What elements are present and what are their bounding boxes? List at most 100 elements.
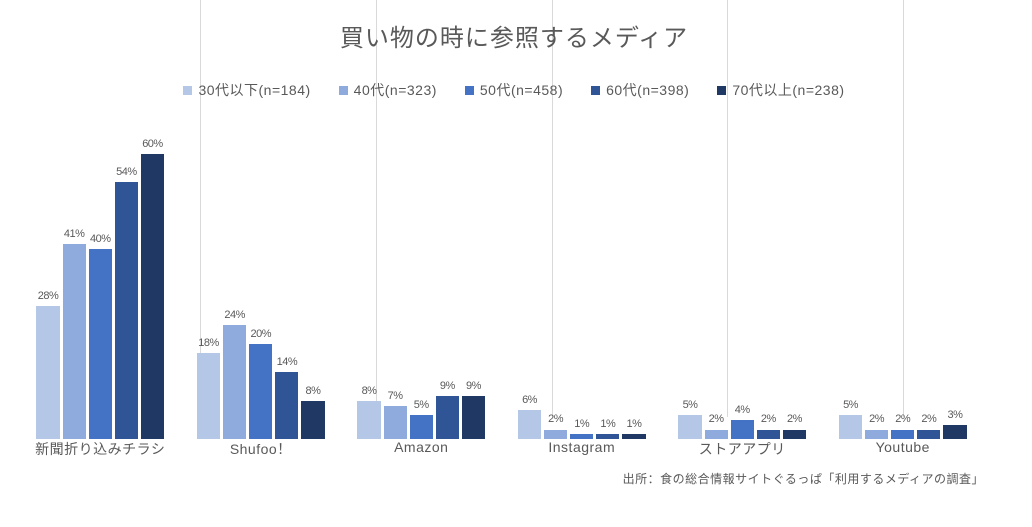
bar: 60% (141, 130, 164, 439)
bar-rect (731, 420, 754, 439)
bar-rect (223, 325, 246, 439)
legend-item: 60代(n=398) (591, 80, 689, 100)
bar-value-label: 9% (440, 380, 455, 392)
bar-value-label: 4% (735, 404, 750, 416)
x-axis-label: ストアアプリ (662, 439, 823, 459)
bar-value-label: 60% (142, 138, 163, 150)
bar-value-label: 18% (198, 337, 219, 349)
bar: 14% (275, 130, 298, 439)
bar: 1% (622, 130, 645, 439)
bar-value-label: 6% (522, 394, 537, 406)
bar: 40% (89, 130, 112, 439)
bar-rect (865, 430, 888, 440)
bar-value-label: 41% (64, 228, 85, 240)
bar: 6% (518, 130, 541, 439)
chart-container: 買い物の時に参照するメディア 30代以下(n=184) 40代(n=323) 5… (20, 0, 1008, 497)
bar-value-label: 28% (38, 290, 59, 302)
bar-rect (462, 396, 485, 439)
bar-rect (839, 415, 862, 439)
bar-value-label: 2% (921, 413, 936, 425)
bar-value-label: 5% (843, 399, 858, 411)
bar-rect (63, 244, 86, 439)
bar-value-label: 1% (574, 418, 589, 430)
bar: 5% (410, 130, 433, 439)
bar-value-label: 5% (414, 399, 429, 411)
bar-value-label: 14% (277, 356, 298, 368)
legend-item: 30代以下(n=184) (183, 80, 310, 100)
legend-swatch-icon (465, 86, 474, 95)
bar-group: 28% 41% 40% 54% 60% (20, 130, 181, 439)
bar: 8% (301, 130, 324, 439)
bar: 2% (891, 130, 914, 439)
x-axis-label: Shufoo！ (181, 439, 342, 459)
bar-rect (917, 430, 940, 440)
bar-rect (518, 410, 541, 439)
x-axis-label: Youtube (823, 439, 984, 459)
bar-value-label: 7% (388, 390, 403, 402)
bar-value-label: 2% (761, 413, 776, 425)
legend-item: 50代(n=458) (465, 80, 563, 100)
legend-swatch-icon (591, 86, 600, 95)
bar-rect (357, 401, 380, 439)
legend-label: 60代(n=398) (606, 80, 689, 100)
bar-rect (891, 430, 914, 440)
x-axis-label: Instagram (502, 439, 663, 459)
bar-rect (89, 249, 112, 439)
bar: 24% (223, 130, 246, 439)
bar: 1% (570, 130, 593, 439)
source-note: 出所：食の総合情報サイトぐるっぱ「利用するメディアの調査」 (623, 470, 984, 487)
bar-value-label: 2% (869, 413, 884, 425)
bar-value-label: 2% (895, 413, 910, 425)
bar-value-label: 5% (683, 399, 698, 411)
bar-rect (36, 306, 59, 439)
bar-rect (544, 430, 567, 440)
legend-item: 40代(n=323) (339, 80, 437, 100)
bar-group: 8% 7% 5% 9% 9% (341, 130, 502, 439)
bar-rect (678, 415, 701, 439)
bar-value-label: 2% (709, 413, 724, 425)
bar: 2% (865, 130, 888, 439)
bar-rect (757, 430, 780, 440)
bar: 4% (731, 130, 754, 439)
bar-rect (384, 406, 407, 439)
bar-rect (783, 430, 806, 440)
bar-value-label: 8% (362, 385, 377, 397)
bar: 9% (436, 130, 459, 439)
chart-title: 買い物の時に参照するメディア (20, 18, 1008, 53)
bar: 1% (596, 130, 619, 439)
legend-label: 30代以下(n=184) (198, 80, 310, 100)
bar-group: 5% 2% 2% 2% 3% (823, 130, 984, 439)
bar-rect (301, 401, 324, 439)
bar-rect (249, 344, 272, 439)
bar-rect (410, 415, 433, 439)
legend-item: 70代以上(n=238) (717, 80, 844, 100)
bar: 20% (249, 130, 272, 439)
bar-value-label: 1% (627, 418, 642, 430)
bar-value-label: 40% (90, 233, 111, 245)
bar-value-label: 9% (466, 380, 481, 392)
plot-area: 28%41%40%54%60%18%24%20%14%8%8%7%5%9%9%6… (20, 130, 983, 439)
bar: 5% (678, 130, 701, 439)
bar-rect (197, 353, 220, 439)
bar: 2% (544, 130, 567, 439)
bar: 28% (36, 130, 59, 439)
bar-rect (436, 396, 459, 439)
bar-rect (115, 182, 138, 439)
legend-swatch-icon (717, 86, 726, 95)
bar-value-label: 2% (787, 413, 802, 425)
bar: 2% (705, 130, 728, 439)
bar: 2% (917, 130, 940, 439)
x-axis-label: Amazon (341, 439, 502, 459)
bar: 2% (783, 130, 806, 439)
bar: 54% (115, 130, 138, 439)
bar-rect (705, 430, 728, 440)
bar: 3% (943, 130, 966, 439)
bar: 41% (63, 130, 86, 439)
bar-value-label: 20% (250, 328, 271, 340)
bar-group: 6% 2% 1% 1% 1% (502, 130, 663, 439)
bar: 18% (197, 130, 220, 439)
legend-label: 70代以上(n=238) (732, 80, 844, 100)
bar-value-label: 1% (600, 418, 615, 430)
bar-value-label: 3% (948, 409, 963, 421)
bar: 9% (462, 130, 485, 439)
